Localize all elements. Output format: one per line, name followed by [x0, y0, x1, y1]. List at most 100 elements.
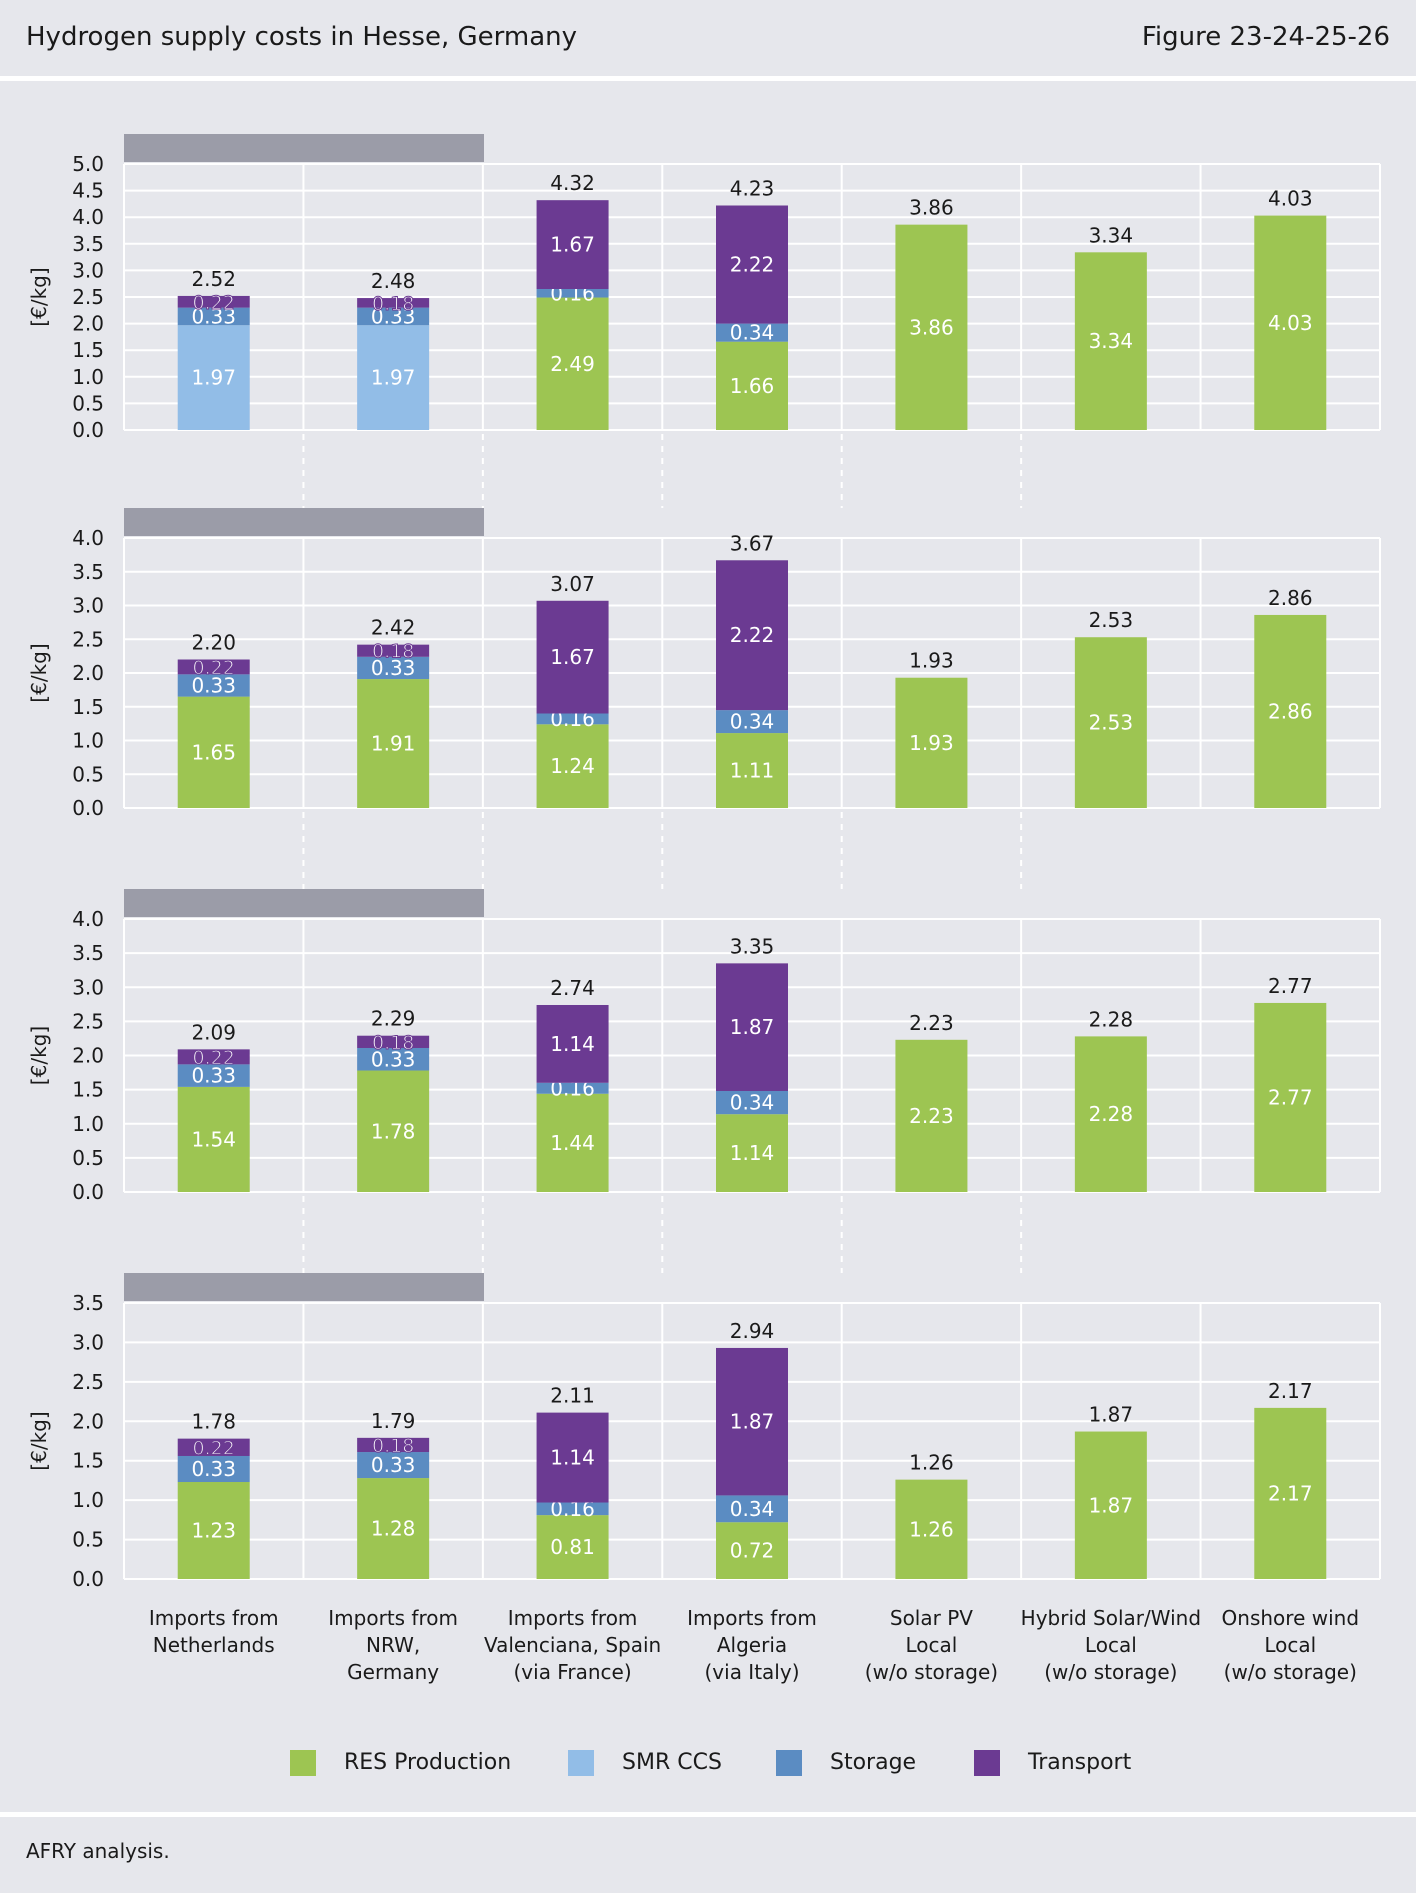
bar-total-label: 2.86 [1268, 586, 1313, 610]
y-tick-label: 3.0 [72, 1330, 104, 1354]
panel-header-bar [124, 1273, 484, 1301]
bar-segment [536, 1412, 609, 1503]
segment-value-label: 1.44 [550, 1131, 595, 1155]
segment-value-label: 0.72 [730, 1539, 775, 1563]
segment-value-label: 1.26 [909, 1517, 954, 1541]
bar-total-label: 2.20 [191, 631, 236, 655]
panel-header-bar [124, 134, 484, 162]
x-category-label: Local [906, 1633, 958, 1657]
segment-value-label: 1.67 [550, 233, 595, 257]
bar-segment [895, 1039, 968, 1192]
bar-segment [357, 1437, 430, 1453]
segment-value-label: 0.18 [372, 641, 414, 663]
bar-segment [177, 1482, 250, 1579]
x-category-label: Solar PV [890, 1606, 973, 1630]
x-category-label: Hybrid Solar/Wind [1021, 1606, 1201, 1630]
bar-segment [536, 1004, 609, 1083]
x-category-label: Germany [347, 1660, 439, 1684]
x-category-label: NRW, [366, 1633, 420, 1657]
y-tick-label: 0.0 [72, 1567, 104, 1591]
x-category-label: Netherlands [153, 1633, 275, 1657]
segment-value-label: 1.23 [191, 1519, 236, 1543]
bar-segment [357, 1070, 430, 1192]
bar-segment [357, 1035, 430, 1048]
panel-header-bar [124, 508, 484, 536]
segment-value-label: 1.14 [550, 1032, 595, 1056]
stacked-bar-chart: 0.00.51.01.52.02.53.03.54.04.55.0[€/kg]1… [27, 134, 1381, 1684]
bar-total-label: 2.94 [730, 1319, 775, 1343]
segment-value-label: 1.11 [730, 759, 775, 783]
bar-segment [1254, 1002, 1327, 1192]
y-tick-label: 2.0 [72, 661, 104, 685]
x-category-label: Onshore wind [1222, 1606, 1359, 1630]
x-category-label: Imports from [687, 1606, 817, 1630]
bar-segment [177, 307, 250, 326]
y-axis-label: [€/kg] [27, 1026, 51, 1085]
x-category-label: (w/o storage) [1044, 1660, 1177, 1684]
bar-segment [177, 659, 250, 675]
bar-segment [177, 674, 250, 697]
y-tick-label: 3.0 [72, 975, 104, 999]
bar-segment [357, 325, 430, 430]
header: Hydrogen supply costs in Hesse, Germany … [0, 0, 1416, 81]
bar-segment [716, 1522, 788, 1579]
bar-segment [895, 1479, 968, 1579]
y-tick-label: 0.0 [72, 1180, 104, 1204]
segment-value-label: 0.18 [372, 1032, 414, 1054]
x-category-label: Algeria [717, 1633, 787, 1657]
bar-segment [177, 295, 250, 308]
bar-total-label: 3.34 [1089, 223, 1134, 247]
x-category-label: Local [1085, 1633, 1137, 1657]
y-tick-label: 0.5 [72, 391, 104, 415]
bar-segment [1074, 252, 1147, 430]
segment-value-label: 1.54 [191, 1127, 236, 1151]
y-tick-label: 4.0 [72, 907, 104, 931]
segment-value-label: 1.24 [550, 754, 595, 778]
segment-value-label: 0.33 [371, 1047, 416, 1071]
segment-value-label: 4.03 [1268, 311, 1313, 335]
segment-value-label: 1.97 [371, 366, 416, 390]
legend-label-smr: SMR CCS [622, 1750, 722, 1775]
bar-segment [357, 644, 430, 657]
bar-total-label: 2.28 [1089, 1007, 1134, 1031]
y-tick-label: 2.0 [72, 1044, 104, 1068]
segment-value-label: 2.17 [1268, 1481, 1313, 1505]
y-tick-label: 1.0 [72, 1488, 104, 1512]
bar-segment [177, 1455, 250, 1483]
bar-segment [1254, 215, 1327, 430]
bar-segment [536, 1093, 609, 1192]
bar-segment [177, 1049, 250, 1065]
y-tick-label: 0.5 [72, 1146, 104, 1170]
bar-total-label: 2.23 [909, 1011, 954, 1035]
segment-value-label: 3.34 [1089, 329, 1134, 353]
bar-segment [716, 963, 788, 1091]
segment-value-label: 0.22 [193, 1047, 235, 1069]
segment-value-label: 0.33 [371, 304, 416, 328]
bar-total-label: 4.23 [730, 176, 775, 200]
bar-segment [716, 323, 788, 342]
segment-value-label: 2.53 [1089, 711, 1134, 735]
legend: RES Production SMR CCS Storage Transport [0, 1748, 1416, 1778]
bar-total-label: 2.09 [191, 1020, 236, 1044]
segment-value-label: 0.34 [730, 1091, 775, 1115]
bar-segment [177, 1438, 250, 1456]
y-tick-label: 0.0 [72, 418, 104, 442]
y-tick-label: 3.0 [72, 594, 104, 618]
segment-value-label: 0.22 [193, 1437, 235, 1459]
y-tick-label: 3.5 [72, 560, 104, 584]
bar-segment [716, 341, 788, 430]
legend-swatch-storage [776, 1750, 802, 1776]
x-category-label: Imports from [508, 1606, 638, 1630]
bar-total-label: 2.48 [371, 269, 416, 293]
y-tick-label: 2.5 [72, 285, 104, 309]
segment-value-label: 0.22 [193, 292, 235, 314]
legend-label-res: RES Production [344, 1750, 512, 1775]
bar-total-label: 1.78 [191, 1410, 236, 1434]
segment-value-label: 1.28 [371, 1517, 416, 1541]
segment-value-label: 1.97 [191, 366, 236, 390]
bar-total-label: 4.32 [550, 171, 595, 195]
y-tick-label: 1.0 [72, 729, 104, 753]
segment-value-label: 2.28 [1089, 1102, 1134, 1126]
segment-value-label: 1.78 [371, 1119, 416, 1143]
bar-segment [1074, 637, 1147, 808]
